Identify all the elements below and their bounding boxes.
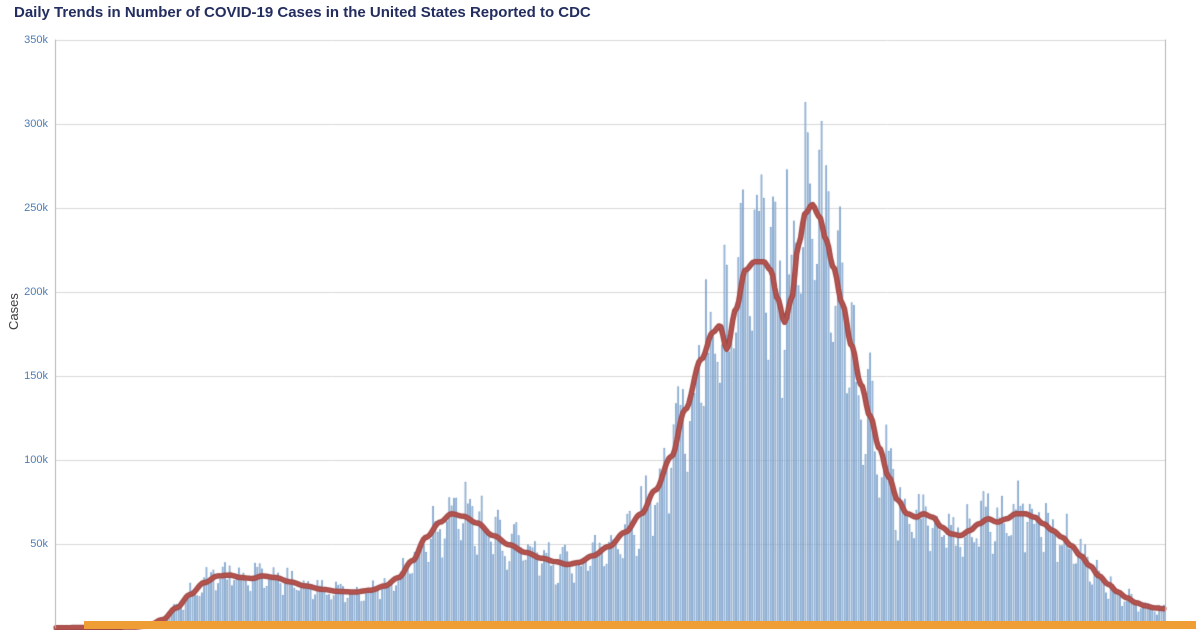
y-axis-ticks: 350k 300k 250k 200k 150k 100k 50k [0, 0, 52, 630]
y-tick-label: 100k [24, 454, 48, 466]
y-tick-label: 150k [24, 370, 48, 382]
y-tick-label: 50k [30, 538, 48, 550]
y-tick-label: 250k [24, 202, 48, 214]
y-tick-label: 200k [24, 286, 48, 298]
y-tick-label: 300k [24, 118, 48, 130]
date-range-slider[interactable] [84, 621, 1196, 629]
y-tick-label: 350k [24, 34, 48, 46]
